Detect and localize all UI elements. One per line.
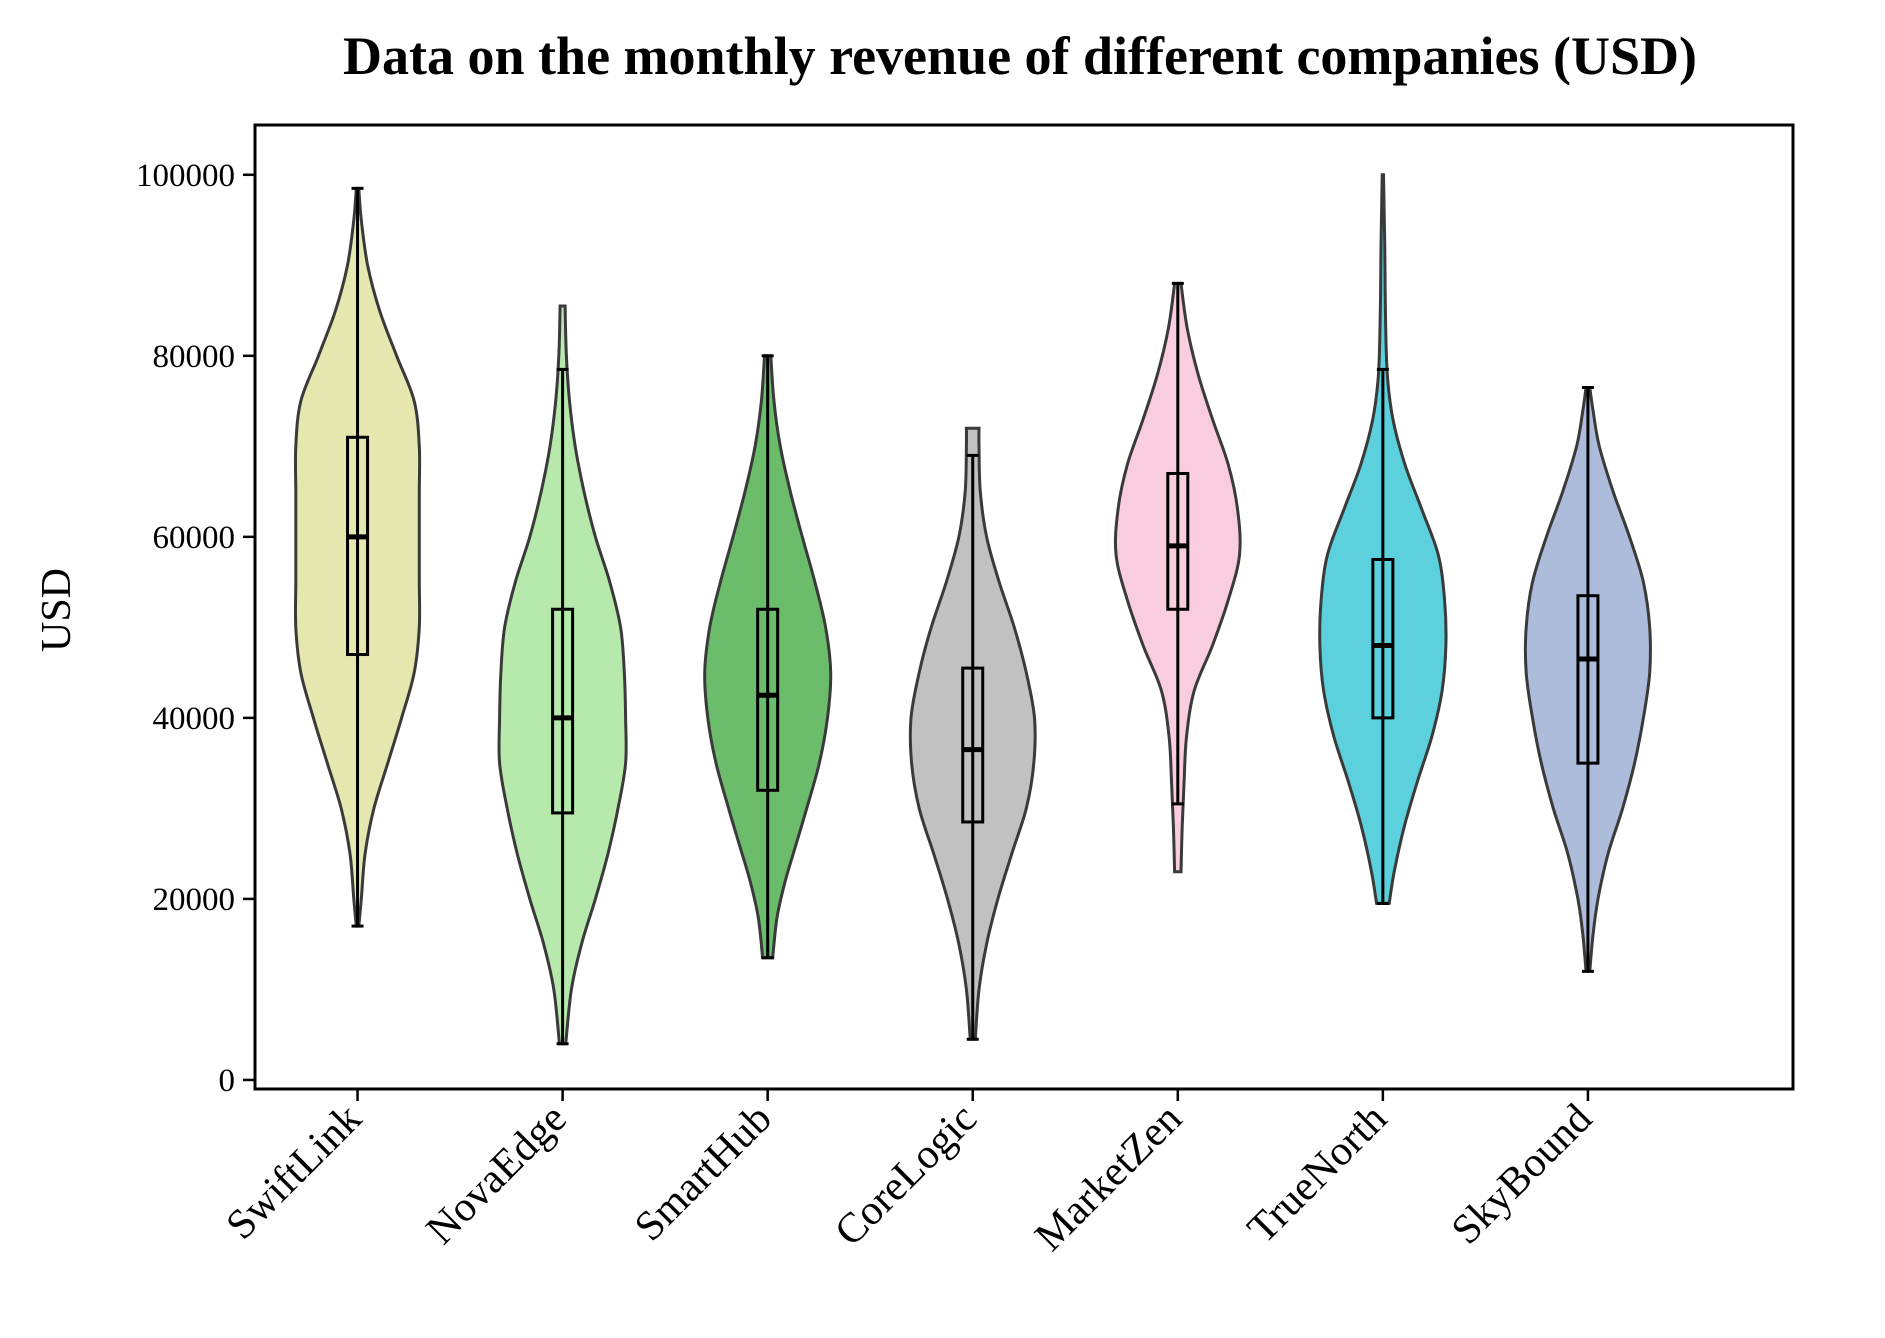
- y-tick-label: 80000: [153, 339, 236, 375]
- x-tick-label: SkyBound: [1443, 1096, 1601, 1254]
- iqr-box: [1576, 594, 1600, 765]
- x-tick-label: NovaEdge: [418, 1096, 576, 1254]
- y-tick-label: 0: [219, 1063, 236, 1099]
- iqr-box: [1371, 557, 1395, 720]
- x-tick-label: SmartHub: [626, 1096, 781, 1251]
- iqr-box: [551, 607, 575, 815]
- x-tick-label: CoreLogic: [826, 1096, 986, 1256]
- y-axis-label: USD: [34, 568, 80, 652]
- iqr-box: [756, 607, 780, 792]
- iqr-box: [346, 435, 370, 657]
- plot-area: 0 20000 40000 60000 80000 100000 SwiftLink Nova…: [136, 158, 1652, 1260]
- chart-title: Data on the monthly revenue of different…: [343, 26, 1697, 86]
- y-tick-label: 100000: [136, 158, 235, 194]
- x-tick-label: TrueNorth: [1239, 1096, 1396, 1253]
- iqr-box: [961, 666, 985, 824]
- y-tick-label: 20000: [153, 882, 236, 918]
- y-tick-label: 60000: [153, 520, 236, 556]
- x-tick-label: MarketZen: [1026, 1096, 1190, 1260]
- y-tick-label: 40000: [153, 701, 236, 737]
- iqr-box: [1166, 471, 1190, 611]
- plot-frame: [253, 123, 1795, 1091]
- x-tick-label: SwiftLink: [218, 1096, 371, 1249]
